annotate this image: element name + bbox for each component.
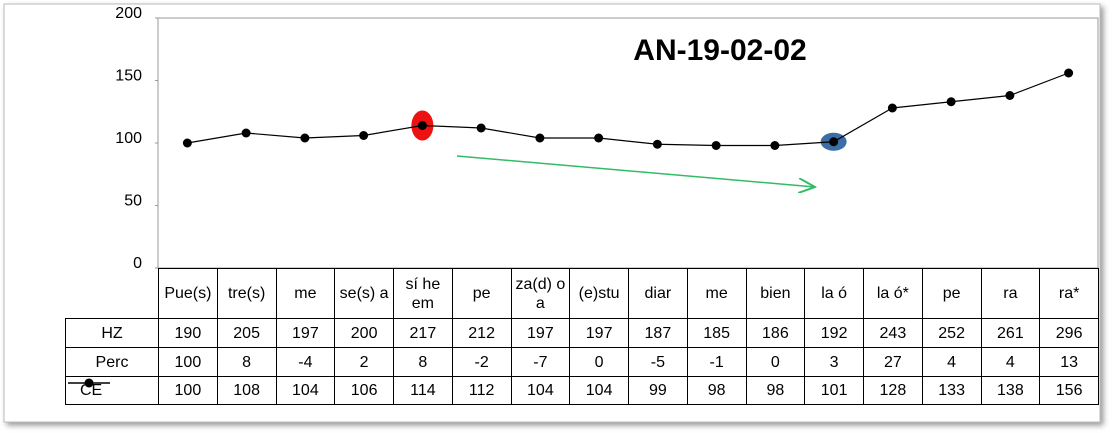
data-point (476, 123, 486, 133)
table-cell: 128 (863, 376, 923, 405)
table-cell: 200 (334, 318, 394, 348)
table-cell: 100 (158, 376, 218, 405)
data-point (829, 137, 839, 147)
table-cell: -1 (686, 347, 747, 377)
row-header: Perc (65, 347, 159, 377)
data-point (594, 133, 604, 143)
table-cell: 197 (275, 318, 336, 348)
series-line (187, 72, 1069, 147)
table-cell: 156 (1039, 376, 1099, 405)
category-cell: Pue(s) (158, 268, 218, 319)
category-cell: la ó (804, 268, 864, 319)
table-cell: 99 (628, 376, 688, 405)
data-point (770, 141, 780, 150)
data-point (711, 141, 721, 150)
category-cell: tre(s) (216, 268, 277, 319)
table-cell: 27 (863, 347, 923, 377)
table-cell: 4 (980, 347, 1041, 377)
table-cell: 13 (1039, 347, 1099, 377)
category-cell: diar (628, 268, 688, 319)
table-cell: 212 (451, 318, 512, 348)
table-cell: 2 (334, 347, 394, 377)
data-point (182, 138, 192, 148)
category-cell: me (275, 268, 336, 319)
table-cell: 0 (745, 347, 806, 377)
table-cell: 205 (216, 318, 277, 348)
category-cell: la ó* (863, 268, 923, 319)
data-point (241, 128, 251, 138)
legend-swatch (68, 378, 110, 388)
table-cell: -7 (510, 347, 571, 377)
table-cell: 187 (628, 318, 688, 348)
table-cell: 185 (686, 318, 747, 348)
table-cell: 106 (334, 376, 394, 405)
data-point (1064, 68, 1074, 78)
table-cell: 243 (863, 318, 923, 348)
table-cell: -2 (451, 347, 512, 377)
table-cell: 98 (745, 376, 806, 405)
y-tick-label: 150 (115, 68, 142, 85)
category-cell: sí he em (393, 268, 453, 319)
category-cell: ra* (1039, 268, 1099, 319)
table-cell: 186 (745, 318, 806, 348)
table-cell: 217 (393, 318, 453, 348)
y-tick-label: 0 (133, 255, 142, 272)
table-cell: 190 (158, 318, 218, 348)
table-cell: 101 (804, 376, 864, 405)
legend-label: CE (80, 382, 103, 399)
y-tick-label: 50 (124, 193, 142, 210)
table-cell: 98 (686, 376, 747, 405)
data-point (887, 103, 897, 113)
trend-arrow (456, 155, 815, 187)
chart-title: AN-19-02-02 (633, 34, 806, 67)
category-cell: me (686, 268, 747, 319)
table-cell: 197 (569, 318, 629, 348)
table-cell: 104 (510, 376, 571, 405)
table-cell: 104 (275, 376, 336, 405)
data-point (946, 97, 956, 107)
table-cell: 133 (921, 376, 982, 405)
y-tick-label: 100 (115, 130, 142, 147)
category-cell: bien (745, 268, 806, 319)
table-cell: 252 (921, 318, 982, 348)
category-cell: pe (921, 268, 982, 319)
category-cell: (e)stu (569, 268, 629, 319)
table-cell: 8 (393, 347, 453, 377)
table-cell: 3 (804, 347, 864, 377)
table-cell: 114 (393, 376, 453, 405)
table-cell: 8 (216, 347, 277, 377)
data-point (1005, 91, 1015, 100)
table-cell: 112 (451, 376, 512, 405)
table-cell: 108 (216, 376, 277, 405)
category-cell: za(d) o a (510, 268, 571, 319)
table-cell: 0 (569, 347, 629, 377)
table-cell: 104 (569, 376, 629, 405)
data-point (652, 139, 662, 149)
table-cell: 4 (921, 347, 982, 377)
table-cell: 138 (980, 376, 1041, 405)
data-point (417, 121, 427, 130)
table-cell: 192 (804, 318, 864, 348)
row-header: HZ (65, 318, 159, 348)
table-cell: -4 (275, 347, 336, 377)
table-cell: 197 (510, 318, 571, 348)
table-cell: 296 (1039, 318, 1099, 348)
table-cell: 100 (158, 347, 218, 377)
y-tick-label: 200 (115, 5, 142, 22)
category-cell: se(s) a (334, 268, 394, 319)
table-cell: -5 (628, 347, 688, 377)
data-point (300, 133, 310, 143)
category-cell: pe (451, 268, 512, 319)
data-point (535, 133, 545, 143)
data-point (359, 131, 369, 140)
table-cell: 261 (980, 318, 1041, 348)
category-cell: ra (980, 268, 1041, 319)
legend-cell: CE (65, 376, 159, 405)
